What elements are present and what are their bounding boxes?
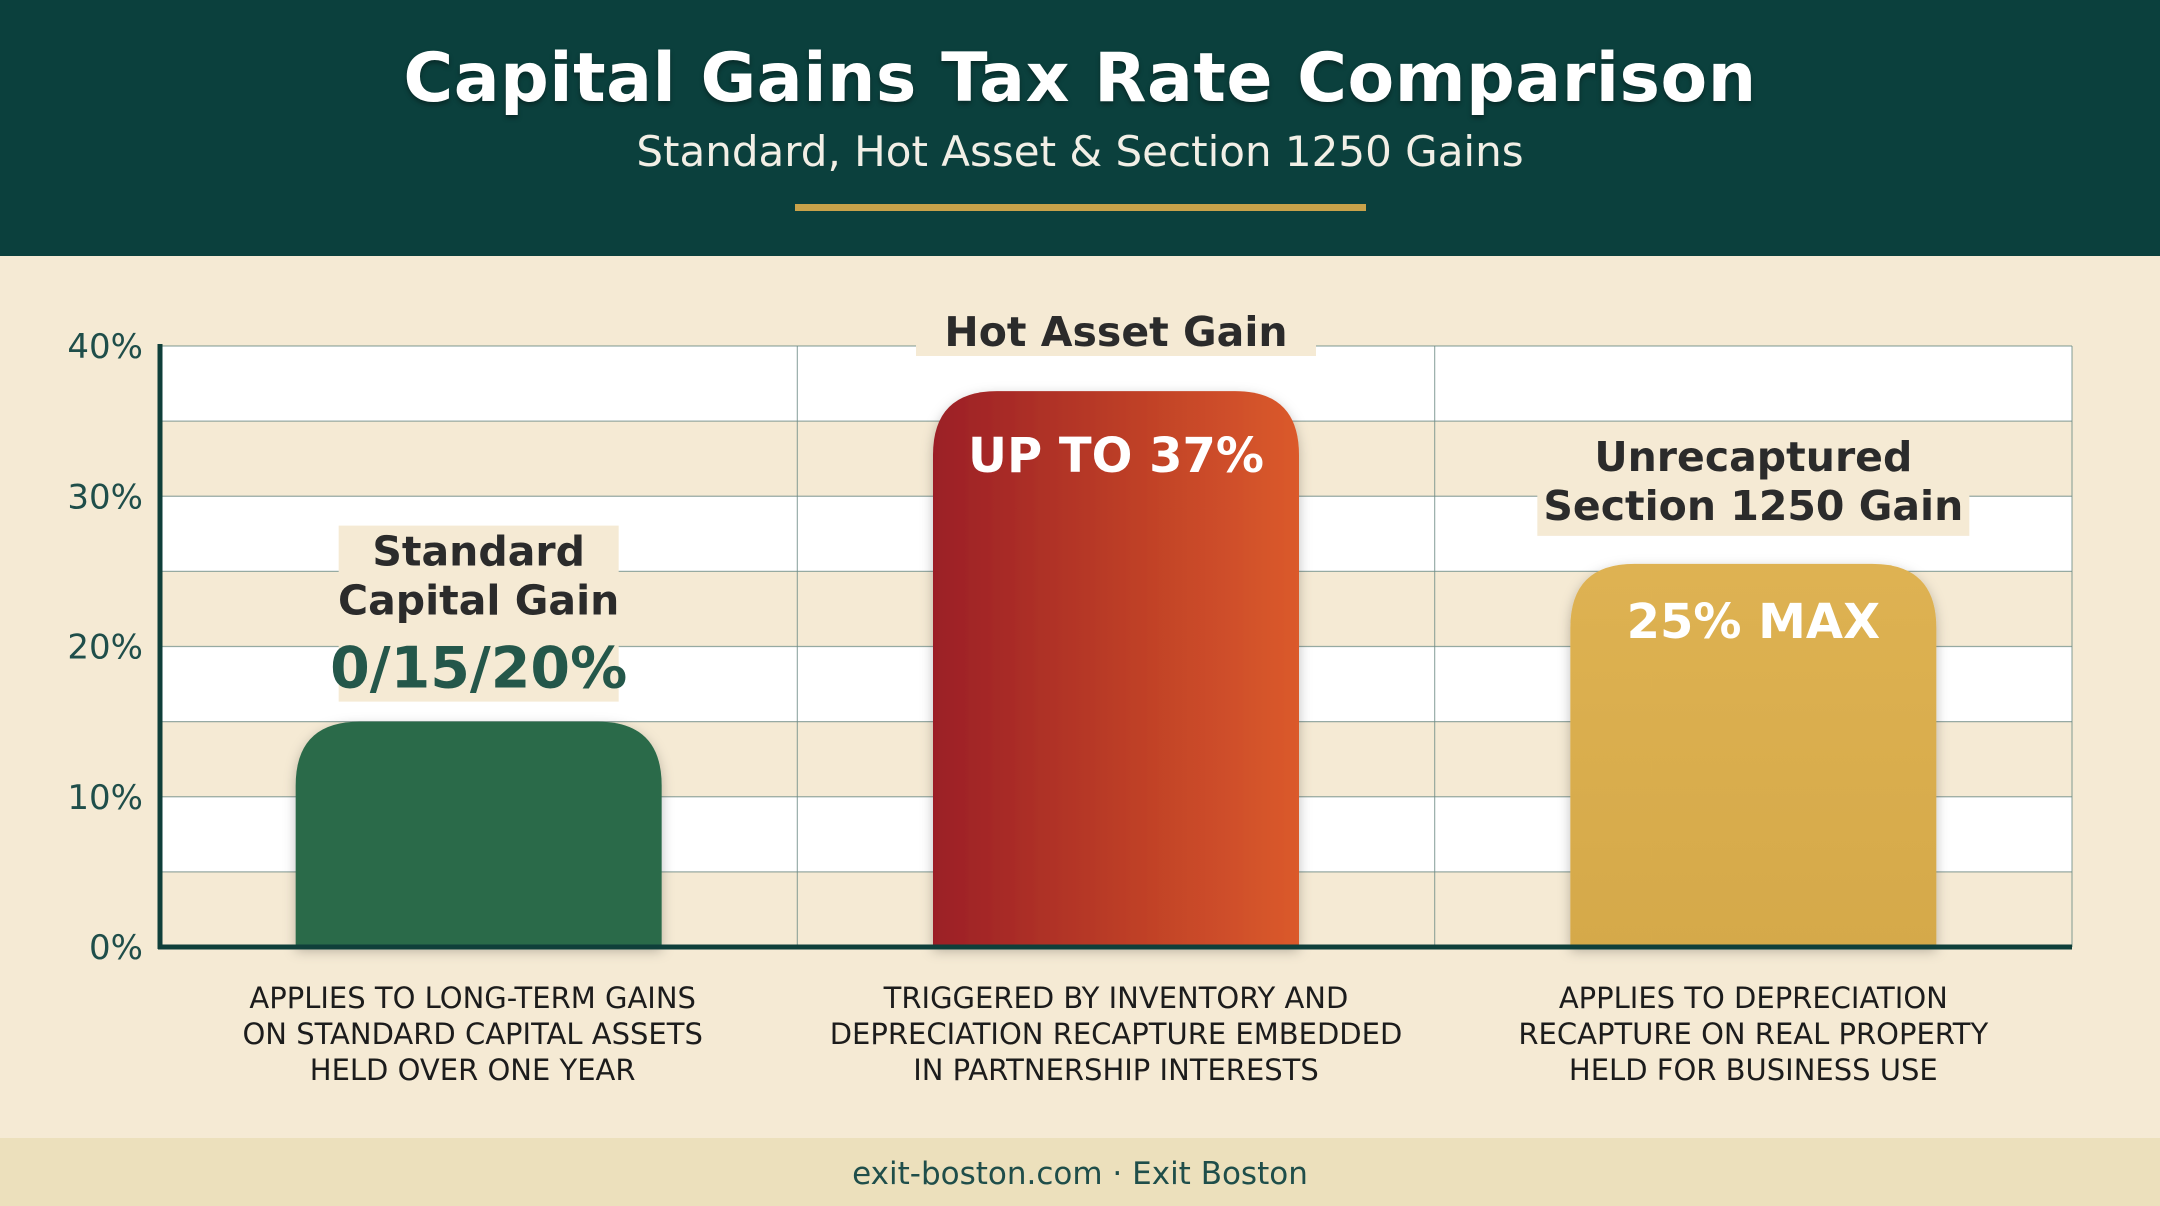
category-description: IN PARTNERSHIP INTERESTS (913, 1053, 1319, 1087)
value-label: 25% MAX (1627, 594, 1881, 650)
title-underline (795, 204, 1366, 211)
bar-2 (933, 391, 1299, 947)
category-description: DEPRECIATION RECAPTURE EMBEDDED (830, 1017, 1403, 1051)
label-backdrop (916, 304, 1316, 356)
page-subtitle: Standard, Hot Asset & Section 1250 Gains (636, 127, 1524, 176)
category-description: APPLIES TO DEPRECIATION (1559, 981, 1948, 1015)
y-tick-label: 0% (89, 928, 143, 968)
footer-bar (0, 1138, 2160, 1206)
category-description: RECAPTURE ON REAL PROPERTY (1518, 1017, 1988, 1051)
category-description: TRIGGERED BY INVENTORY AND (883, 981, 1349, 1015)
category-label: Standard (372, 528, 585, 576)
header-banner (0, 0, 2160, 256)
category-description: HELD OVER ONE YEAR (310, 1053, 636, 1087)
value-label: UP TO 37% (968, 428, 1264, 484)
category-label: Capital Gain (338, 577, 619, 625)
category-description: ON STANDARD CAPITAL ASSETS (242, 1017, 702, 1051)
y-tick-label: 10% (67, 778, 143, 818)
label-backdrop (1537, 428, 1970, 536)
category-label: Section 1250 Gain (1543, 482, 1963, 530)
category-label: Hot Asset Gain (944, 308, 1287, 356)
category-description: HELD FOR BUSINESS USE (1569, 1053, 1938, 1087)
category-description: APPLIES TO LONG-TERM GAINS (249, 981, 696, 1015)
y-tick-label: 40% (67, 327, 143, 367)
value-label: 0/15/20% (330, 636, 627, 702)
category-label: Unrecaptured (1594, 433, 1912, 481)
footer-credit: exit-boston.com · Exit Boston (852, 1156, 1308, 1192)
y-tick-label: 20% (67, 628, 143, 668)
page-title: Capital Gains Tax Rate Comparison (403, 39, 1757, 118)
bar-1 (295, 721, 662, 947)
y-tick-label: 30% (67, 477, 143, 517)
bar-3 (1570, 563, 1937, 947)
label-backdrop (338, 525, 619, 702)
